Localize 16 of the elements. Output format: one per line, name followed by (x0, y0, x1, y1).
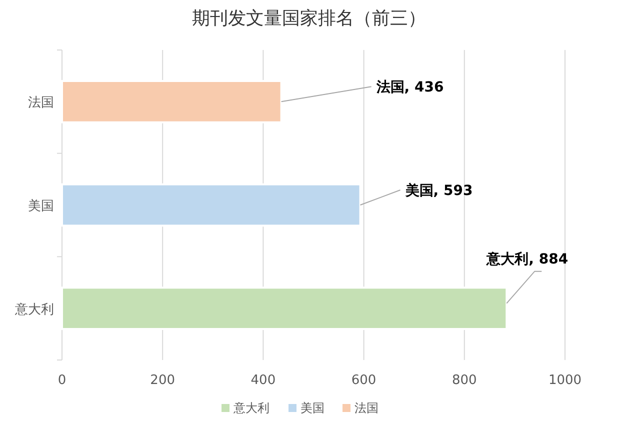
legend-label: 美国 (300, 401, 324, 415)
y-tick-label: 意大利 (14, 302, 54, 318)
legend-label: 法国 (354, 401, 378, 415)
x-tick-label: 1000 (548, 373, 582, 388)
x-tick-label: 200 (150, 373, 176, 388)
data-label: 美国, 593 (404, 182, 473, 199)
y-tick-label: 美国 (28, 198, 54, 214)
x-tick-label: 600 (351, 373, 376, 388)
data-label: 法国, 436 (375, 80, 444, 96)
x-tick-label: 0 (58, 373, 66, 388)
data-label: 意大利, 884 (486, 250, 568, 268)
legend-label: 意大利 (232, 401, 270, 415)
x-tick-label: 400 (250, 373, 276, 388)
y-tick-label: 法国 (28, 96, 54, 111)
x-tick-label: 800 (452, 373, 477, 388)
chart-title: 期刊发文量国家排名（前三） (192, 8, 426, 29)
